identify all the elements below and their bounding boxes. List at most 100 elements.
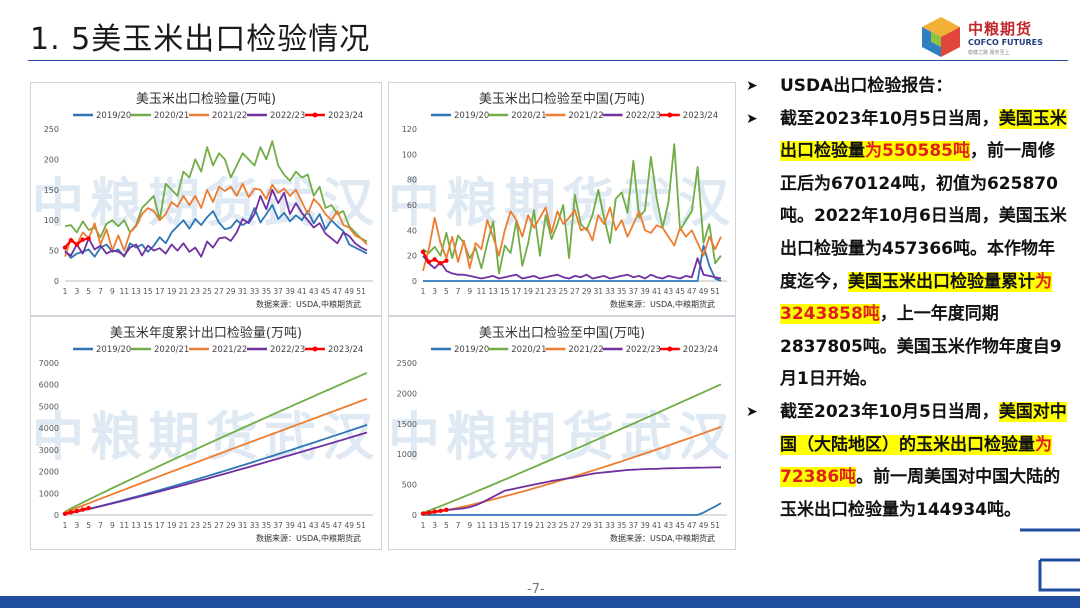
bullet-2-highlight-b: 为550585吨 bbox=[865, 141, 970, 162]
source-note: 数据来源：USDA,中粮期货武 bbox=[256, 299, 361, 309]
x-tick-label: 35 bbox=[262, 287, 272, 296]
x-tick-label: 39 bbox=[285, 287, 295, 296]
x-tick-label: 51 bbox=[356, 521, 366, 530]
legend-label: 2020/21 bbox=[154, 345, 189, 355]
legend-label: 2021/22 bbox=[212, 345, 247, 355]
legend-label: 2022/23 bbox=[270, 111, 305, 121]
bullet-2-text-c: ，上一年度同期2837805吨。美国玉米作物年度自9月1日开始。 bbox=[780, 304, 1062, 390]
x-tick-label: 41 bbox=[297, 287, 307, 296]
legend-label: 2021/22 bbox=[568, 345, 603, 355]
arrow-bullet-icon: ➤ bbox=[746, 110, 758, 127]
y-tick-label: 1000 bbox=[397, 450, 417, 459]
x-tick-label: 45 bbox=[321, 521, 331, 530]
x-tick-label: 29 bbox=[582, 521, 592, 530]
y-tick-label: 1500 bbox=[397, 420, 417, 429]
x-tick-label: 41 bbox=[652, 287, 662, 296]
source-note: 数据来源：USDA,中粮期货武 bbox=[610, 533, 715, 543]
x-tick-label: 1 bbox=[63, 521, 68, 530]
x-tick-label: 13 bbox=[131, 287, 141, 296]
series-point bbox=[86, 505, 91, 511]
series-line-2022-23 bbox=[422, 255, 722, 280]
bullet-3: ➤ 截至2023年10月5日当周，美国对中国（大陆地区）的玉米出口检验量为723… bbox=[742, 396, 1067, 526]
y-tick-label: 120 bbox=[402, 125, 417, 134]
x-tick-label: 41 bbox=[297, 521, 307, 530]
x-tick-label: 1 bbox=[63, 287, 68, 296]
y-tick-label: 2500 bbox=[397, 359, 417, 368]
x-tick-label: 13 bbox=[488, 287, 498, 296]
x-tick-label: 35 bbox=[262, 521, 272, 530]
x-tick-label: 35 bbox=[617, 521, 627, 530]
x-tick-label: 43 bbox=[664, 287, 674, 296]
legend-label: 2022/23 bbox=[270, 345, 305, 355]
y-tick-label: 40 bbox=[407, 226, 417, 235]
legend-label: 2023/24 bbox=[328, 111, 363, 121]
x-tick-label: 39 bbox=[640, 287, 650, 296]
series-line-2022-23 bbox=[422, 466, 722, 515]
series-point bbox=[444, 258, 449, 263]
x-tick-label: 15 bbox=[143, 521, 153, 530]
series-point bbox=[80, 507, 85, 512]
x-tick-label: 23 bbox=[547, 521, 557, 530]
series-line-2020-21 bbox=[422, 383, 722, 514]
x-tick-label: 23 bbox=[191, 287, 201, 296]
x-tick-label: 7 bbox=[98, 287, 103, 296]
x-tick-label: 49 bbox=[699, 521, 709, 530]
legend-label: 2020/21 bbox=[511, 111, 546, 121]
series-point bbox=[444, 507, 449, 513]
chart-title: 美玉米出口检验量(万吨) bbox=[136, 91, 276, 107]
x-tick-label: 43 bbox=[309, 287, 319, 296]
series-line-2019-20 bbox=[423, 502, 722, 516]
x-tick-label: 25 bbox=[558, 287, 568, 296]
y-tick-label: 1000 bbox=[39, 489, 59, 498]
legend-marker bbox=[312, 112, 318, 118]
x-tick-label: 41 bbox=[652, 521, 662, 530]
slide-title: 1. 5美玉米出口检验情况 bbox=[30, 22, 371, 57]
arrow-bullet-icon: ➤ bbox=[746, 78, 758, 94]
cofco-logo: 中粮期货 COFCO FUTURES 稳健之路 服务至上 bbox=[918, 14, 1058, 62]
x-tick-label: 15 bbox=[143, 287, 153, 296]
x-tick-label: 37 bbox=[629, 521, 639, 530]
y-tick-label: 0 bbox=[54, 511, 59, 520]
x-tick-label: 3 bbox=[432, 521, 437, 530]
x-tick-label: 27 bbox=[214, 287, 224, 296]
x-tick-label: 9 bbox=[110, 287, 115, 296]
y-tick-label: 20 bbox=[407, 252, 417, 261]
x-tick-label: 13 bbox=[488, 521, 498, 530]
legend-marker bbox=[667, 112, 673, 118]
x-tick-label: 3 bbox=[74, 287, 79, 296]
x-tick-label: 27 bbox=[570, 287, 580, 296]
x-tick-label: 27 bbox=[214, 521, 224, 530]
series-point bbox=[432, 509, 437, 514]
arrow-bullet-icon: ➤ bbox=[746, 403, 758, 420]
y-tick-label: 4000 bbox=[39, 424, 59, 433]
page-number: -7- bbox=[527, 582, 545, 597]
x-tick-label: 11 bbox=[119, 287, 129, 296]
x-tick-label: 9 bbox=[467, 521, 472, 530]
bullet-1-text: USDA出口检验报告： bbox=[780, 76, 953, 96]
y-tick-label: 60 bbox=[407, 201, 417, 210]
bullet-2-highlight-c: 美国玉米出口检验量累计 bbox=[848, 271, 1035, 292]
series-point bbox=[86, 236, 91, 241]
x-tick-label: 7 bbox=[456, 521, 461, 530]
series-point bbox=[74, 242, 80, 247]
y-tick-label: 500 bbox=[402, 481, 417, 490]
x-tick-label: 47 bbox=[687, 521, 697, 530]
series-line-2022-23 bbox=[64, 431, 368, 515]
chart-title: 美玉米出口检验至中国(万吨) bbox=[479, 91, 645, 107]
bullet-2-text-b: ，前一周修正后为670124吨，初值为625870吨。2022年10月6日当周，… bbox=[780, 141, 1067, 292]
x-tick-label: 17 bbox=[512, 287, 522, 296]
x-tick-label: 31 bbox=[594, 521, 604, 530]
y-tick-label: 7000 bbox=[39, 359, 59, 368]
y-tick-label: 5000 bbox=[39, 402, 59, 411]
legend-label: 2022/23 bbox=[626, 345, 661, 355]
source-note: 数据来源：USDA,中粮期货武 bbox=[610, 299, 715, 309]
x-tick-label: 11 bbox=[119, 521, 129, 530]
x-tick-label: 17 bbox=[155, 521, 165, 530]
x-tick-label: 15 bbox=[500, 521, 510, 530]
x-tick-label: 21 bbox=[535, 287, 545, 296]
y-tick-label: 6000 bbox=[39, 381, 59, 390]
y-tick-label: 80 bbox=[407, 176, 417, 185]
footer-bar bbox=[0, 596, 1080, 608]
x-tick-label: 45 bbox=[675, 521, 685, 530]
x-tick-label: 51 bbox=[710, 287, 720, 296]
